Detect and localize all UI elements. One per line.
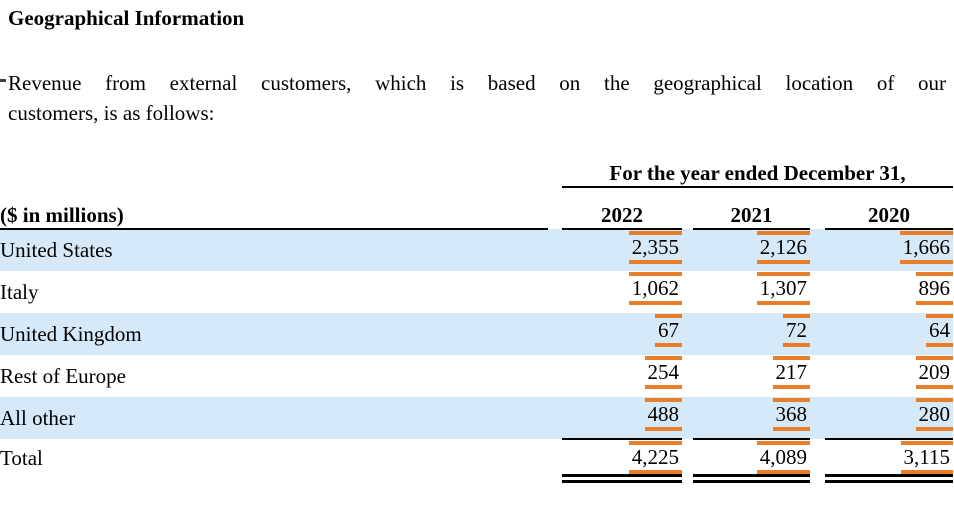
intro-line: customers, is as follows: bbox=[8, 101, 215, 125]
column-gap bbox=[682, 271, 693, 313]
row-label: Rest of Europe bbox=[0, 363, 126, 388]
column-gap bbox=[810, 187, 825, 229]
column-gap bbox=[682, 313, 693, 355]
column-gap bbox=[810, 397, 825, 439]
table-row-all-other: All other 488 368 280 bbox=[0, 397, 954, 439]
tagged-revenue-value: 67 bbox=[655, 314, 682, 347]
tagged-revenue-value: 72 bbox=[783, 314, 810, 347]
column-gap bbox=[810, 439, 825, 479]
section-title: Geographical Information bbox=[8, 6, 245, 30]
column-gap bbox=[682, 229, 693, 271]
tagged-revenue-value: 64 bbox=[926, 314, 954, 347]
year-header-2022: 2022 bbox=[562, 187, 682, 230]
row-label: United Kingdom bbox=[0, 313, 548, 355]
tagged-revenue-value: 896 bbox=[915, 272, 954, 305]
revenue-value-cell: 1,666 bbox=[825, 229, 954, 271]
column-gap bbox=[682, 439, 693, 479]
tagged-total-value: 3,115 bbox=[900, 441, 954, 474]
revenue-value-cell: 2,126 bbox=[693, 229, 810, 271]
row-label: All other bbox=[0, 397, 548, 439]
revenue-value-cell: 488 bbox=[562, 397, 682, 439]
year-header-2020: 2020 bbox=[825, 187, 954, 230]
column-gap bbox=[810, 313, 825, 355]
revenue-value-cell: 368 bbox=[693, 397, 810, 439]
change-mark bbox=[0, 79, 6, 82]
revenue-value-cell: 1,062 bbox=[562, 271, 682, 313]
tagged-revenue-value: 2,126 bbox=[756, 231, 810, 264]
column-gap bbox=[548, 397, 562, 439]
tagged-revenue-value: 2,355 bbox=[628, 231, 682, 264]
total-value-cell: 3,115 bbox=[825, 438, 954, 483]
column-gap bbox=[548, 187, 562, 229]
revenue-value-cell: 72 bbox=[693, 313, 810, 355]
revenue-value-cell: 209 bbox=[825, 355, 954, 397]
column-gap bbox=[548, 439, 562, 479]
tagged-revenue-value: 368 bbox=[772, 398, 810, 431]
revenue-value-cell: 896 bbox=[825, 271, 954, 313]
column-gap bbox=[548, 271, 562, 313]
tagged-revenue-value: 1,062 bbox=[628, 272, 682, 305]
table-row-total: Total 4,225 4,089 3,115 bbox=[0, 438, 954, 483]
tagged-revenue-value: 280 bbox=[915, 398, 954, 431]
column-gap bbox=[810, 355, 825, 397]
column-gap bbox=[548, 229, 562, 271]
revenue-value-cell: 280 bbox=[825, 397, 954, 439]
unit-label: ($ in millions) bbox=[0, 187, 548, 230]
column-gap bbox=[810, 271, 825, 313]
total-value-cell: 4,089 bbox=[693, 438, 810, 483]
period-header-row: For the year ended December 31, bbox=[0, 150, 954, 188]
tagged-revenue-value: 209 bbox=[915, 356, 954, 389]
year-header-2021: 2021 bbox=[693, 187, 810, 230]
revenue-value-cell: 2,355 bbox=[562, 229, 682, 271]
table-row-united-kingdom: United Kingdom 67 72 64 bbox=[0, 313, 954, 355]
revenue-value-cell: 254 bbox=[562, 355, 682, 397]
tagged-revenue-value: 254 bbox=[644, 356, 682, 389]
intro-paragraph: Revenue from external customers, which i… bbox=[8, 68, 946, 128]
column-gap bbox=[548, 313, 562, 355]
intro-line: Revenue from external customers, which i… bbox=[8, 71, 946, 95]
tagged-revenue-value: 1,666 bbox=[899, 231, 954, 264]
tagged-total-value: 4,225 bbox=[628, 441, 682, 474]
geographical-revenue-table: For the year ended December 31, ($ in mi… bbox=[0, 150, 954, 483]
revenue-value-cell: 67 bbox=[562, 313, 682, 355]
tagged-total-value: 4,089 bbox=[756, 441, 810, 474]
tagged-revenue-value: 217 bbox=[772, 356, 810, 389]
column-gap bbox=[682, 187, 693, 229]
column-gap bbox=[810, 229, 825, 271]
table-row-united-states: United States 2,355 2,126 1,666 bbox=[0, 229, 954, 271]
revenue-value-cell: 217 bbox=[693, 355, 810, 397]
column-gap bbox=[682, 355, 693, 397]
row-label: Total bbox=[0, 446, 43, 471]
period-header: For the year ended December 31, bbox=[562, 150, 954, 188]
column-gap bbox=[548, 355, 562, 397]
tagged-revenue-value: 488 bbox=[644, 398, 682, 431]
revenue-value-cell: 1,307 bbox=[693, 271, 810, 313]
column-gap bbox=[682, 397, 693, 439]
table-row-italy: Italy 1,062 1,307 896 bbox=[0, 271, 954, 313]
tagged-revenue-value: 1,307 bbox=[756, 272, 810, 305]
total-value-cell: 4,225 bbox=[562, 438, 682, 483]
table-row-rest-of-europe: Rest of Europe 254 217 209 bbox=[0, 355, 954, 397]
row-label: United States bbox=[0, 229, 548, 271]
row-label: Italy bbox=[0, 279, 39, 304]
revenue-value-cell: 64 bbox=[825, 313, 954, 355]
column-header-row: ($ in millions) 2022 2021 2020 bbox=[0, 187, 954, 230]
